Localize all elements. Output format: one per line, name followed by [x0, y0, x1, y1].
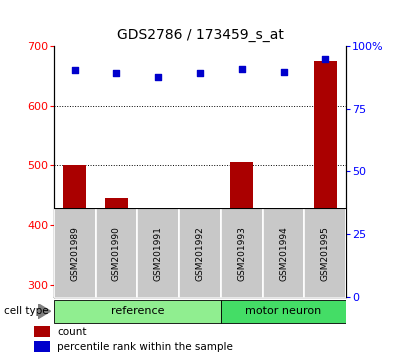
Bar [179, 208, 221, 298]
Point [280, 69, 287, 74]
Point [72, 67, 78, 73]
Bar [96, 208, 137, 298]
Text: reference: reference [111, 306, 164, 316]
Bar [34, 326, 51, 337]
Text: cell type: cell type [4, 306, 49, 316]
Text: GSM201992: GSM201992 [195, 226, 205, 281]
Bar [272, 213, 295, 354]
Text: GSM201990: GSM201990 [112, 226, 121, 281]
Bar [221, 208, 263, 298]
Text: GSM201989: GSM201989 [70, 226, 79, 281]
Text: count: count [57, 327, 87, 337]
Bar [54, 300, 221, 322]
Point [155, 74, 162, 80]
Point [238, 66, 245, 72]
Bar [263, 208, 304, 298]
Bar [230, 162, 253, 354]
Bar [54, 208, 96, 298]
Bar [221, 300, 346, 322]
Text: percentile rank within the sample: percentile rank within the sample [57, 342, 233, 352]
Text: GSM201993: GSM201993 [237, 226, 246, 281]
Point [113, 71, 119, 76]
Point [322, 56, 328, 61]
Bar [34, 341, 51, 353]
Text: motor neuron: motor neuron [246, 306, 322, 316]
Text: GSM201995: GSM201995 [321, 226, 330, 281]
Bar [189, 213, 211, 354]
Bar [137, 208, 179, 298]
Bar [314, 61, 337, 354]
Title: GDS2786 / 173459_s_at: GDS2786 / 173459_s_at [117, 28, 283, 42]
Bar [147, 261, 170, 354]
Bar [304, 208, 346, 298]
Text: GSM201994: GSM201994 [279, 226, 288, 281]
Bar [63, 165, 86, 354]
Text: GSM201991: GSM201991 [154, 226, 163, 281]
Bar [105, 198, 128, 354]
Point [197, 70, 203, 76]
Polygon shape [38, 303, 51, 319]
